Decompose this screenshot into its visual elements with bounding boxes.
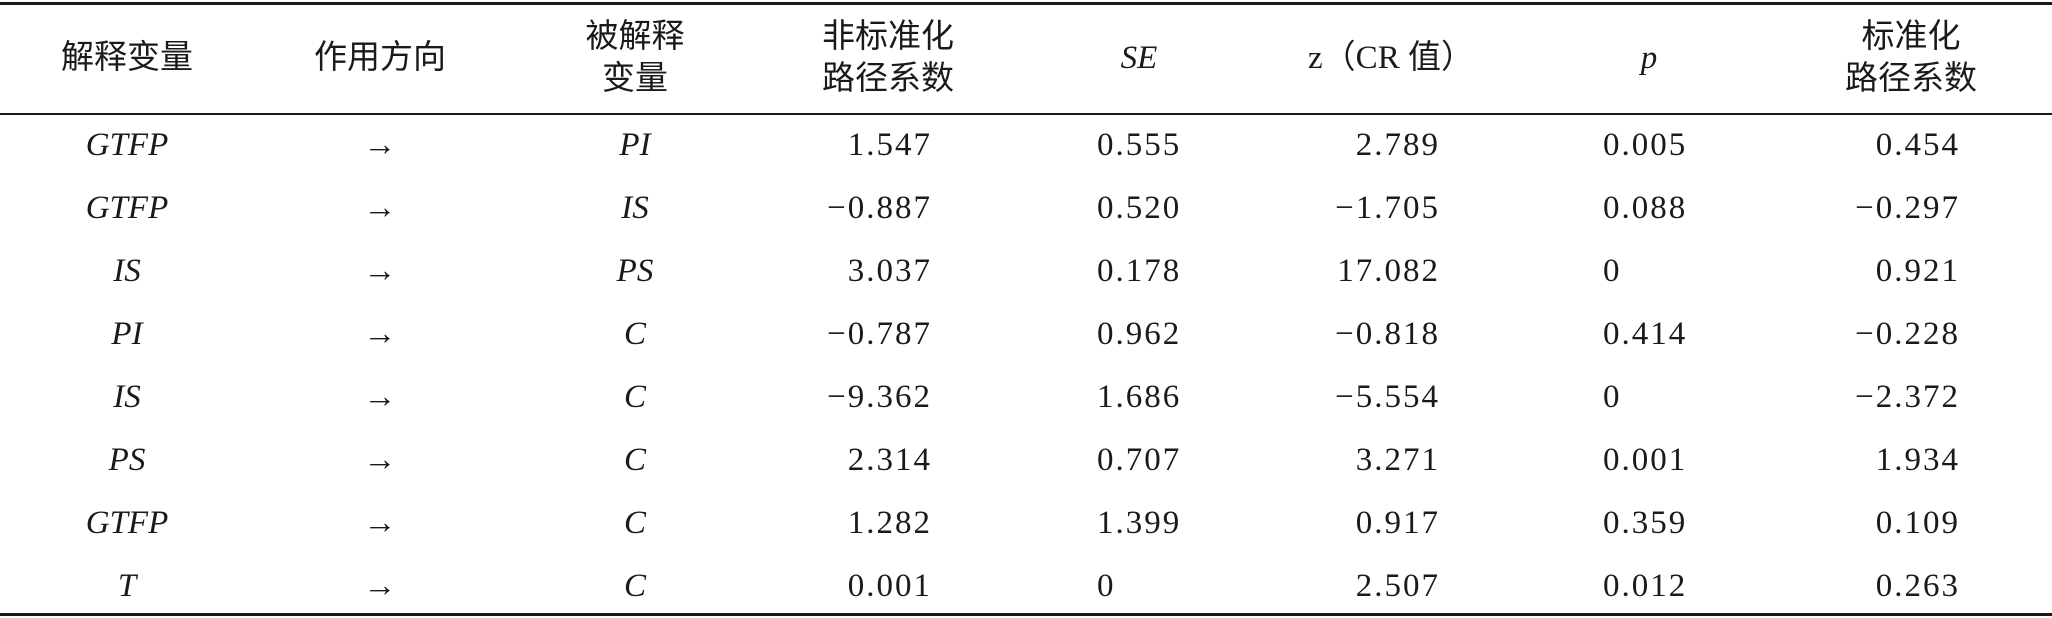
table-cell: −0.787 xyxy=(827,316,932,352)
table-cell: 17.082 xyxy=(1337,253,1440,289)
table-cell: 0.001 xyxy=(1603,442,1688,478)
table-cell: 0.520 xyxy=(1097,190,1182,226)
header-rule xyxy=(0,113,2052,115)
table-cell: 0.178 xyxy=(1097,253,1182,289)
header-cell: 作用方向 xyxy=(314,40,446,76)
table-cell: C xyxy=(623,379,646,415)
table-cell: 0 xyxy=(1097,568,1116,604)
table-cell: → xyxy=(363,190,397,226)
bottom-rule xyxy=(0,613,2052,616)
table-cell: 0.555 xyxy=(1097,127,1182,163)
table-cell: −2.372 xyxy=(1855,379,1960,415)
table-cell: C xyxy=(623,505,646,541)
header-cell: 标准化 路径系数 xyxy=(1845,19,1977,97)
table-cell: PS xyxy=(616,253,654,289)
table-cell: 0.012 xyxy=(1603,568,1688,604)
table-cell: → xyxy=(363,127,397,163)
table-cell: → xyxy=(363,379,397,415)
table-cell: 3.271 xyxy=(1355,442,1440,478)
table-cell: −0.818 xyxy=(1335,316,1440,352)
table-cell: GTFP xyxy=(85,127,169,163)
header-cell: 非标准化 路径系数 xyxy=(822,19,954,97)
table-cell: 0.414 xyxy=(1603,316,1688,352)
table-cell: PI xyxy=(111,316,143,352)
header-cell: 解释变量 xyxy=(61,40,193,76)
top-rule xyxy=(0,2,2052,5)
table-cell: → xyxy=(363,505,397,541)
table-cell: −0.228 xyxy=(1855,316,1960,352)
table-cell: 0.263 xyxy=(1875,568,1960,604)
table-cell: 0 xyxy=(1603,379,1622,415)
table-cell: GTFP xyxy=(85,190,169,226)
table-cell: 0.005 xyxy=(1603,127,1688,163)
header-cell: SE xyxy=(1120,40,1158,76)
table-cell: → xyxy=(363,568,397,604)
table-cell: → xyxy=(363,316,397,352)
table-cell: −0.887 xyxy=(827,190,932,226)
table-cell: → xyxy=(363,253,397,289)
table-cell: 0 xyxy=(1603,253,1622,289)
table-cell: C xyxy=(623,568,646,604)
table-cell: 0.917 xyxy=(1355,505,1440,541)
table-cell: 0.001 xyxy=(847,568,932,604)
table-cell: IS xyxy=(113,253,141,289)
table-cell: 1.686 xyxy=(1097,379,1182,415)
table-cell: IS xyxy=(113,379,141,415)
table-cell: T xyxy=(117,568,137,604)
table-cell: 0.454 xyxy=(1875,127,1960,163)
header-cell: z（CR 值） xyxy=(1308,40,1474,76)
table-cell: −9.362 xyxy=(827,379,932,415)
table-cell: 0.707 xyxy=(1097,442,1182,478)
table-cell: 0.088 xyxy=(1603,190,1688,226)
table-cell: PI xyxy=(619,127,651,163)
table-cell: → xyxy=(363,442,397,478)
table-cell: 2.789 xyxy=(1355,127,1440,163)
table-cell: −1.705 xyxy=(1335,190,1440,226)
table-cell: 1.399 xyxy=(1097,505,1182,541)
table-cell: IS xyxy=(621,190,649,226)
table-cell: 0.921 xyxy=(1875,253,1960,289)
header-cell: p xyxy=(1640,40,1658,76)
table-cell: C xyxy=(623,316,646,352)
table-cell: PS xyxy=(108,442,146,478)
table-cell: 1.547 xyxy=(847,127,932,163)
table-cell: 0.109 xyxy=(1875,505,1960,541)
table-cell: 1.282 xyxy=(847,505,932,541)
table-cell: 0.359 xyxy=(1603,505,1688,541)
table-cell: −5.554 xyxy=(1335,379,1440,415)
table-cell: C xyxy=(623,442,646,478)
table-cell: 0.962 xyxy=(1097,316,1182,352)
table-cell: 3.037 xyxy=(847,253,932,289)
table-cell: GTFP xyxy=(85,505,169,541)
table-cell: 2.507 xyxy=(1355,568,1440,604)
table-cell: 2.314 xyxy=(847,442,932,478)
header-cell: 被解释 变量 xyxy=(585,19,685,97)
table-cell: −0.297 xyxy=(1855,190,1960,226)
table-cell: 1.934 xyxy=(1875,442,1960,478)
